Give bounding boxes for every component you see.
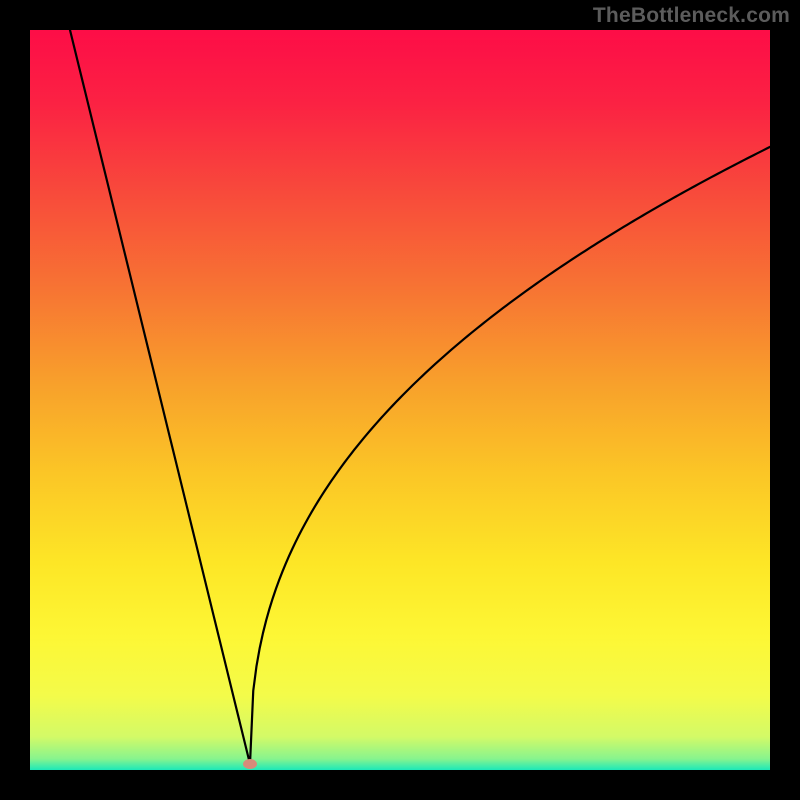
plot-background-gradient [30, 30, 770, 770]
minimum-marker [243, 759, 257, 769]
bottleneck-curve-chart [0, 0, 800, 800]
chart-container: TheBottleneck.com [0, 0, 800, 800]
watermark-text: TheBottleneck.com [593, 4, 790, 28]
